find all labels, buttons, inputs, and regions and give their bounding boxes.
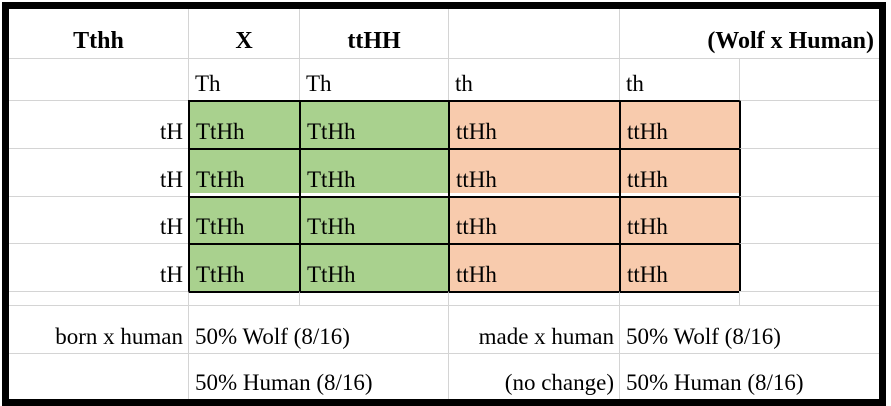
punnett-cell[interactable]: ttHh: [619, 100, 739, 148]
empty-cell[interactable]: [9, 353, 188, 399]
empty-cell[interactable]: [739, 148, 879, 196]
empty-cell[interactable]: [9, 291, 188, 305]
cross-title-cell[interactable]: (Wolf x Human): [619, 9, 879, 58]
result-label-made-cell[interactable]: made x human: [448, 305, 619, 353]
punnett-cell[interactable]: TtHh: [188, 100, 299, 148]
empty-cell[interactable]: [739, 291, 879, 305]
punnett-cell[interactable]: TtHh: [188, 196, 299, 243]
empty-cell[interactable]: [739, 58, 879, 100]
gamete-col-2-cell[interactable]: Th: [299, 58, 448, 100]
result-left-wolf-cell[interactable]: 50% Wolf (8/16): [188, 305, 448, 353]
spreadsheet-grid: Tthh X ttHH (Wolf x Human) Th Th th th t…: [9, 9, 879, 399]
result-right-wolf-cell[interactable]: 50% Wolf (8/16): [619, 305, 879, 353]
gamete-col-1-cell[interactable]: Th: [188, 58, 299, 100]
punnett-cell[interactable]: TtHh: [299, 243, 448, 291]
gamete-col-4-cell[interactable]: th: [619, 58, 739, 100]
punnett-cell[interactable]: ttHh: [448, 100, 619, 148]
empty-cell[interactable]: [739, 100, 879, 148]
gamete-row-4-cell[interactable]: tH: [9, 243, 188, 291]
punnett-cell[interactable]: ttHh: [448, 243, 619, 291]
parent1-genotype-cell[interactable]: Tthh: [73, 28, 124, 54]
empty-cell[interactable]: [9, 58, 188, 100]
gamete-row-1-cell[interactable]: tH: [9, 100, 188, 148]
result-left-human-cell[interactable]: 50% Human (8/16): [188, 353, 448, 399]
punnett-cell[interactable]: ttHh: [619, 243, 739, 291]
punnett-cell[interactable]: ttHh: [619, 196, 739, 243]
empty-cell[interactable]: [188, 291, 299, 305]
empty-cell[interactable]: [448, 9, 619, 58]
punnett-cell[interactable]: TtHh: [299, 196, 448, 243]
empty-cell[interactable]: [619, 291, 739, 305]
gamete-row-3-cell[interactable]: tH: [9, 196, 188, 243]
punnett-cell[interactable]: TtHh: [299, 100, 448, 148]
empty-cell[interactable]: [739, 196, 879, 243]
result-right-human-cell[interactable]: 50% Human (8/16): [619, 353, 879, 399]
empty-cell[interactable]: [739, 243, 879, 291]
punnett-cell[interactable]: ttHh: [619, 148, 739, 196]
punnett-cell[interactable]: TtHh: [188, 148, 299, 196]
empty-cell[interactable]: [299, 291, 448, 305]
punnett-cell[interactable]: TtHh: [188, 243, 299, 291]
gamete-col-3-cell[interactable]: th: [448, 58, 619, 100]
empty-cell[interactable]: [448, 291, 619, 305]
gamete-row-2-cell[interactable]: tH: [9, 148, 188, 196]
punnett-cell[interactable]: TtHh: [299, 148, 448, 196]
punnett-cell[interactable]: ttHh: [448, 148, 619, 196]
punnett-cell[interactable]: ttHh: [448, 196, 619, 243]
result-note-cell[interactable]: (no change): [448, 353, 619, 399]
result-label-born-cell[interactable]: born x human: [9, 305, 188, 353]
cross-symbol-cell[interactable]: X: [188, 9, 299, 58]
parent2-genotype-cell[interactable]: ttHH: [299, 9, 448, 58]
